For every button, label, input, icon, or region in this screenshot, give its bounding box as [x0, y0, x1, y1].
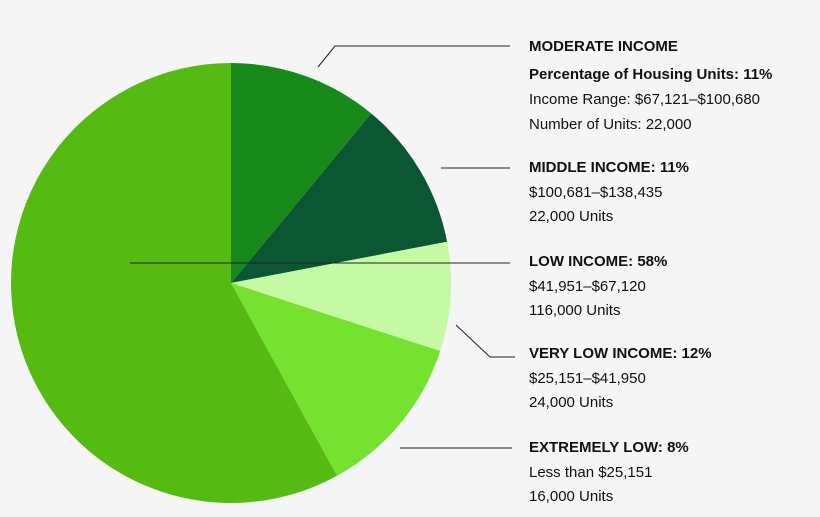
annotation-line: Percentage of Housing Units: 11%: [529, 66, 772, 83]
pie-slice: [11, 63, 337, 503]
annotation-heading: VERY LOW INCOME: 12%: [529, 345, 712, 362]
pie-slice: [231, 63, 372, 283]
annotation-line: $41,951–$67,120: [529, 278, 646, 295]
annotation-heading: EXTREMELY LOW: 8%: [529, 439, 689, 456]
pie-slice: [231, 241, 451, 351]
annotation-line: 16,000 Units: [529, 488, 613, 505]
annotation-line: Number of Units: 22,000: [529, 116, 692, 133]
leader-line: [317, 45, 510, 68]
annotation-heading: MIDDLE INCOME: 11%: [529, 159, 689, 176]
annotation-line: $25,151–$41,950: [529, 370, 646, 387]
annotation-line: 24,000 Units: [529, 394, 613, 411]
annotation-line: Less than $25,151: [529, 464, 652, 481]
annotation-line: Income Range: $67,121–$100,680: [529, 91, 760, 108]
pie-slice: [231, 113, 448, 283]
pie-slice: [231, 283, 441, 476]
annotation-line: 116,000 Units: [529, 302, 620, 319]
annotation-heading: LOW INCOME: 58%: [529, 253, 667, 270]
annotation-line: 22,000 Units: [529, 208, 613, 225]
leader-line: [455, 324, 515, 358]
annotation-heading: MODERATE INCOME: [529, 38, 678, 55]
annotation-line: $100,681–$138,435: [529, 184, 662, 201]
